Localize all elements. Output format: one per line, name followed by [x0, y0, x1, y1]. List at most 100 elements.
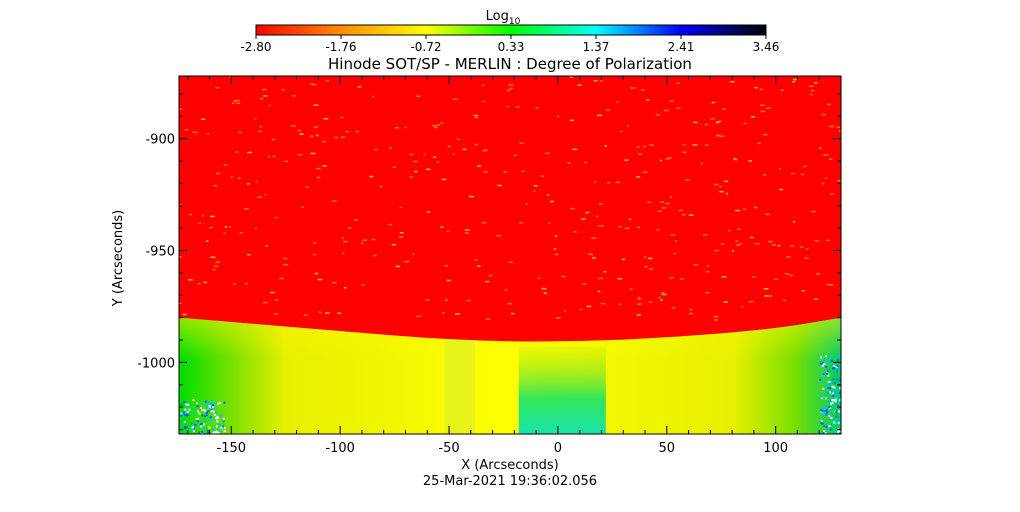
speckle [310, 135, 314, 138]
speckle [629, 288, 633, 290]
speckle [343, 240, 348, 243]
speckle [628, 218, 632, 221]
speckle [325, 79, 329, 82]
speckle [641, 89, 645, 91]
noise-pixel [824, 355, 827, 358]
speckle [223, 232, 226, 234]
speckle [369, 175, 374, 178]
speckle [663, 109, 669, 112]
noise-pixel [829, 411, 832, 414]
speckle [509, 87, 513, 90]
speckle [345, 130, 349, 133]
speckle [598, 277, 603, 280]
noise-pixel [828, 391, 831, 394]
speckle [682, 143, 686, 146]
noise-pixel [828, 425, 831, 428]
speckle [593, 181, 597, 183]
speckle [554, 235, 558, 237]
speckle [736, 228, 741, 230]
speckle [362, 239, 368, 241]
speckle [674, 240, 677, 242]
noise-pixel [188, 406, 191, 409]
speckle [371, 95, 375, 98]
noise-pixel [215, 411, 218, 414]
noise-pixel [837, 359, 840, 362]
speckle [415, 95, 421, 97]
speckle [398, 236, 404, 238]
speckle [637, 296, 641, 299]
speckle [228, 226, 231, 228]
noise-pixel [835, 415, 838, 418]
speckle [716, 134, 721, 137]
noise-pixel [204, 400, 207, 403]
speckle [779, 168, 782, 170]
speckle [553, 248, 557, 250]
speckle [738, 243, 742, 245]
speckle [588, 253, 594, 256]
noise-pixel [192, 425, 195, 428]
speckle [785, 272, 790, 275]
speckle [404, 260, 410, 263]
speckle [646, 99, 650, 101]
noise-pixel [181, 424, 184, 427]
speckle [743, 208, 747, 210]
speckle [510, 312, 515, 315]
speckle [537, 277, 541, 280]
speckle [618, 303, 622, 306]
speckle [340, 116, 344, 119]
speckle [374, 148, 378, 151]
noise-pixel [839, 367, 841, 370]
noise-pixel [210, 410, 213, 413]
speckle [399, 206, 402, 209]
noise-pixel [200, 425, 203, 428]
speckle [569, 119, 574, 122]
noise-pixel [833, 381, 836, 384]
speckle [482, 100, 485, 103]
speckle [604, 145, 607, 147]
speckle [506, 106, 509, 108]
noise-pixel [196, 402, 199, 405]
noise-pixel [204, 415, 207, 418]
speckle [482, 150, 486, 152]
speckle [179, 108, 182, 110]
speckle [630, 87, 636, 89]
noise-pixel [839, 430, 841, 433]
speckle [232, 283, 236, 285]
speckle [721, 108, 726, 110]
noise-pixel [838, 423, 841, 426]
noise-pixel [825, 397, 828, 400]
speckle [801, 290, 805, 292]
noise-pixel [197, 417, 200, 420]
noise-pixel [835, 366, 838, 369]
speckle [679, 278, 684, 280]
noise-pixel [186, 412, 189, 415]
noise-pixel [821, 409, 824, 412]
speckle [655, 114, 661, 116]
polarization-speckles [179, 76, 841, 321]
speckle [404, 126, 407, 129]
speckle [721, 276, 727, 278]
speckle [676, 107, 681, 110]
speckle [316, 134, 319, 137]
noise-pixel [837, 393, 840, 396]
noise-pixel [832, 387, 835, 390]
speckle [357, 86, 362, 88]
speckle [201, 214, 205, 217]
noise-pixel [216, 420, 219, 423]
speckle [730, 81, 735, 83]
speckle [409, 176, 413, 178]
speckle [209, 226, 213, 229]
speckle [269, 291, 275, 294]
speckle [301, 206, 304, 208]
speckle [462, 148, 467, 151]
speckle [263, 95, 268, 97]
colorbar-tick-label: 0.33 [498, 40, 525, 54]
speckle [541, 287, 547, 290]
speckle [665, 158, 669, 160]
speckle [313, 253, 316, 256]
speckle [395, 265, 401, 268]
speckle [659, 159, 662, 162]
speckle [599, 80, 603, 82]
speckle [661, 293, 667, 296]
noise-pixel [223, 430, 226, 433]
